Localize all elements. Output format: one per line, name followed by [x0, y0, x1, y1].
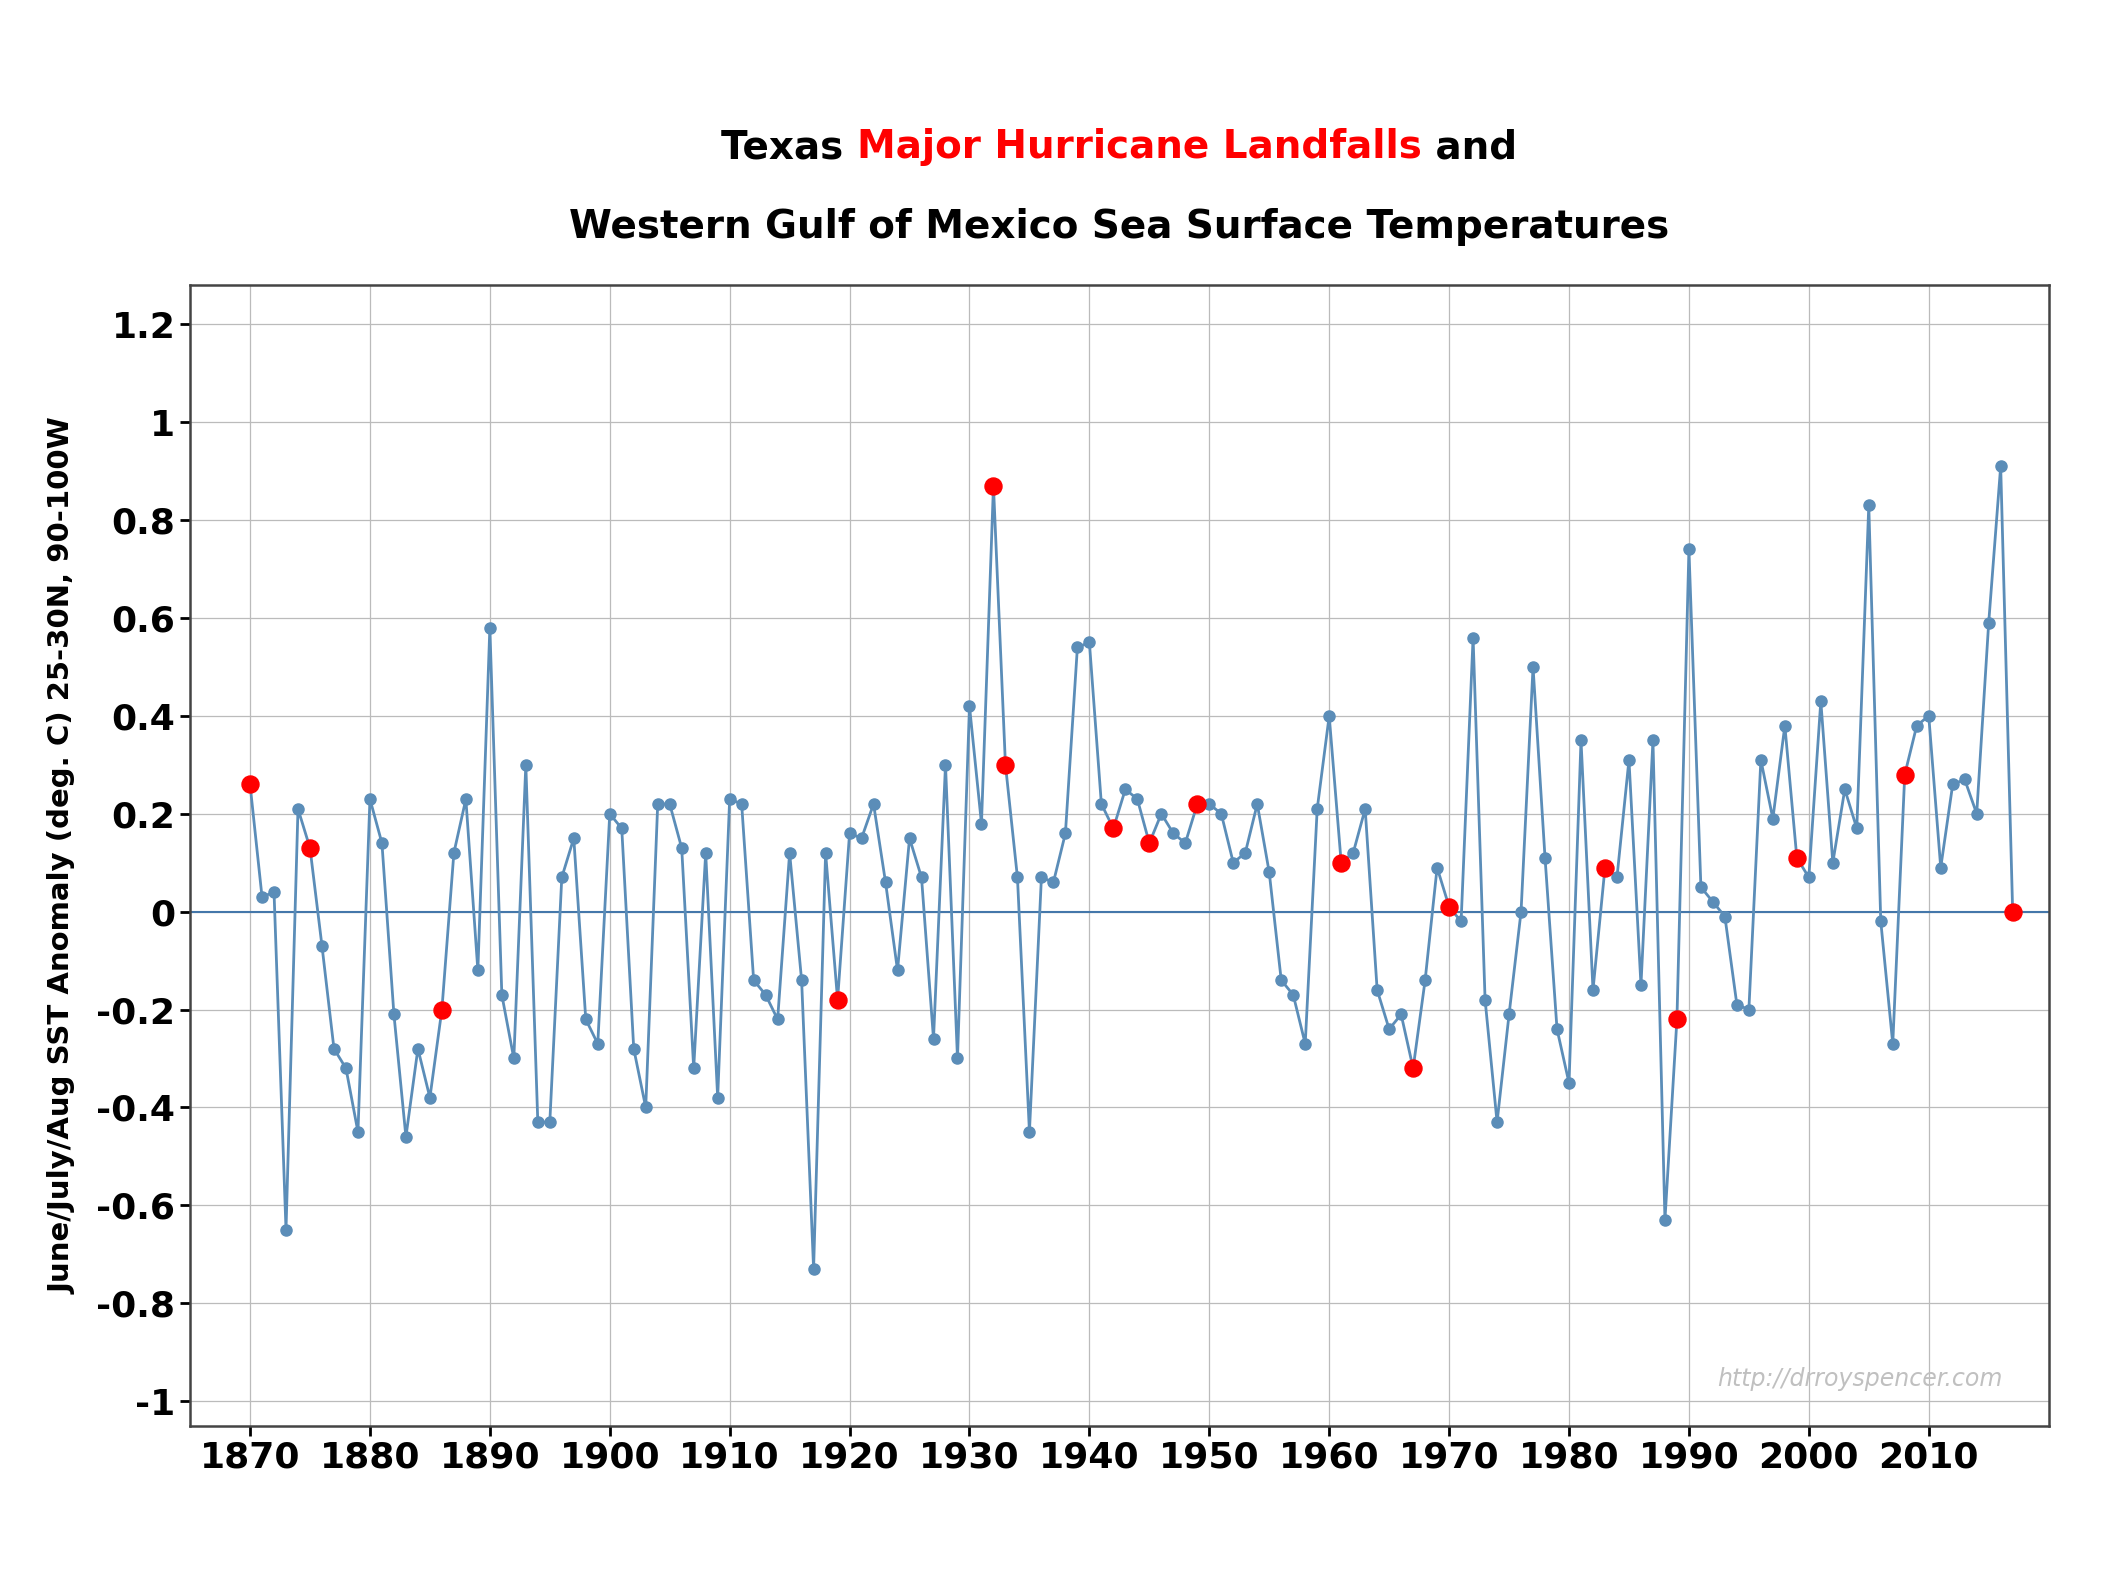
Text: Major Hurricane Landfalls: Major Hurricane Landfalls [857, 128, 1421, 166]
Text: Texas: Texas [722, 128, 857, 166]
Text: Western Gulf of Mexico Sea Surface Temperatures: Western Gulf of Mexico Sea Surface Tempe… [570, 208, 1668, 246]
Point [1396, 1055, 1430, 1080]
Point [1588, 855, 1622, 881]
Text: http://drroyspencer.com: http://drroyspencer.com [1717, 1367, 2002, 1391]
Point [232, 771, 266, 797]
Point [1324, 851, 1358, 876]
Point [1780, 846, 1814, 871]
Point [1132, 830, 1166, 855]
Point [1432, 893, 1466, 919]
Point [988, 752, 1022, 778]
Text: and: and [1421, 128, 1516, 166]
Point [1096, 816, 1130, 841]
Point [1888, 762, 1922, 787]
Point [294, 835, 327, 860]
Point [1181, 792, 1214, 817]
Point [976, 474, 1010, 499]
Point [1660, 1007, 1694, 1033]
Y-axis label: June/July/Aug SST Anomaly (deg. C) 25-30N, 90-100W: June/July/Aug SST Anomaly (deg. C) 25-30… [49, 417, 76, 1294]
Point [1996, 900, 2030, 925]
Point [822, 987, 855, 1012]
Point [425, 996, 458, 1022]
